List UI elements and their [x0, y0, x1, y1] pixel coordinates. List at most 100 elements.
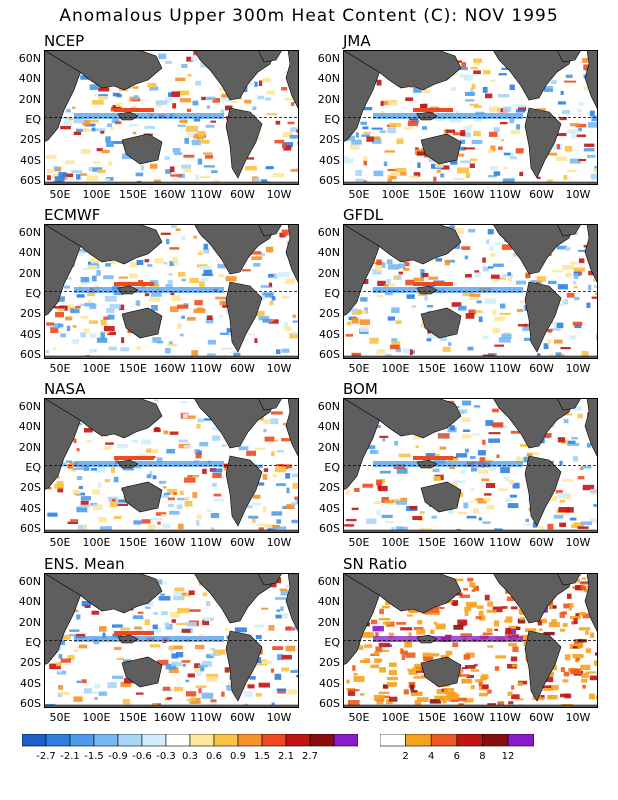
panel-title: NASA — [44, 380, 86, 398]
colorbar-label: 0.3 — [182, 751, 198, 762]
lon-tick-label: 50E — [49, 188, 71, 201]
lat-tick-label: 40N — [317, 72, 340, 86]
lat-tick-label: 20N — [317, 615, 340, 629]
lat-tick-label: EQ — [25, 635, 41, 649]
land-mass — [225, 107, 263, 179]
lat-tick-label: 20N — [18, 266, 41, 280]
colorbar-label: -1.5 — [84, 751, 104, 762]
lat-tick-label: 40S — [319, 501, 340, 515]
colorbar-swatch — [117, 733, 143, 747]
lon-tick-label: 60W — [529, 362, 554, 375]
land-mass — [285, 224, 299, 285]
lon-tick-label: 110W — [489, 188, 521, 201]
land-mass — [556, 573, 582, 586]
land-mass — [225, 281, 263, 353]
land-mass — [117, 285, 139, 295]
panel-title: GFDL — [343, 206, 384, 224]
colorbar-swatch — [165, 733, 191, 747]
land-mass — [257, 50, 283, 63]
colorbar-swatch — [405, 733, 432, 747]
ocean-map — [44, 573, 299, 708]
panel-title: NCEP — [44, 32, 85, 50]
lon-tick-label: 150E — [119, 711, 147, 724]
lon-tick-label: 10W — [565, 362, 591, 375]
ocean-map — [44, 398, 299, 533]
map-panel: GFDL 60N 40N 20N EQ 20S 40S 60S 50E 100E 150E 160W 1… — [318, 206, 618, 396]
lon-tick-label: 50E — [348, 536, 370, 549]
colorbar-label: -2.7 — [36, 751, 56, 762]
lat-tick-label: EQ — [324, 460, 340, 474]
colorbar-swatch — [456, 733, 483, 747]
ocean-map — [343, 224, 598, 359]
lon-tick-label: 100E — [82, 711, 111, 724]
lon-tick-label: 160W — [153, 362, 186, 375]
colorbar-label: 6 — [453, 751, 460, 762]
land-mass — [343, 573, 462, 614]
lon-tick-label: 110W — [190, 362, 222, 375]
land-mass — [117, 634, 139, 644]
lat-tick-label: 40N — [18, 246, 41, 260]
map-panel: NASA 60N 40N 20N EQ 20S 40S 60S 50E 100E 150E 160W 1… — [19, 380, 344, 570]
lat-tick-label: 40S — [319, 327, 340, 341]
lat-tick-label: 40S — [319, 676, 340, 690]
lon-tick-label: 60W — [529, 188, 554, 201]
land-mass — [420, 307, 462, 339]
land-mass — [420, 656, 462, 688]
colorbar-label: -0.6 — [132, 751, 152, 762]
lat-tick-label: 20N — [317, 440, 340, 454]
anomaly-colorbar-swatches — [21, 733, 359, 747]
lon-tick-label: 60W — [230, 711, 255, 724]
colorbar-label: 0.6 — [206, 751, 222, 762]
map-panel: BOM 60N 40N 20N EQ 20S 40S 60S 50E 100E 150E 160W 11… — [318, 380, 618, 570]
lon-tick-label: 110W — [489, 711, 521, 724]
lat-tick-label: 40N — [317, 246, 340, 260]
land-mass — [44, 50, 163, 91]
lat-tick-label: 60N — [18, 226, 41, 239]
colorbar-swatch — [482, 733, 509, 747]
ocean-map — [44, 224, 299, 359]
colorbar-swatch — [261, 733, 287, 747]
lon-tick-label: 150E — [119, 188, 147, 201]
lon-tick-label: 110W — [190, 536, 222, 549]
lon-tick-label: 150E — [418, 711, 446, 724]
land-mass — [285, 50, 299, 111]
lon-tick-label: 60W — [230, 536, 255, 549]
lon-tick-label: 50E — [49, 536, 71, 549]
snr-colorbar-swatches — [379, 733, 534, 747]
lat-tick-label: 60N — [18, 52, 41, 65]
land-mass — [524, 455, 562, 527]
lat-tick-label: 60N — [18, 575, 41, 588]
lat-tick-label: 20S — [319, 307, 340, 321]
lat-tick-label: 60S — [319, 347, 340, 361]
land-mass — [416, 285, 438, 295]
land-mass — [44, 573, 163, 614]
land-mass — [225, 455, 263, 527]
lon-tick-label: 160W — [452, 188, 485, 201]
lon-tick-label: 100E — [82, 188, 111, 201]
lat-tick-label: 40N — [18, 420, 41, 434]
lon-tick-label: 100E — [381, 711, 410, 724]
colorbar-swatch — [285, 733, 311, 747]
lon-tick-label: 160W — [153, 536, 186, 549]
land-mass — [416, 459, 438, 469]
lon-tick-label: 150E — [418, 536, 446, 549]
lat-tick-label: 20N — [18, 440, 41, 454]
lon-tick-label: 160W — [153, 711, 186, 724]
lon-tick-label: 60W — [529, 711, 554, 724]
lon-tick-label: 10W — [565, 188, 591, 201]
lon-tick-label: 150E — [119, 362, 147, 375]
lat-tick-label: 40S — [20, 501, 41, 515]
land-mass — [416, 111, 438, 121]
colorbar-swatch — [379, 733, 406, 747]
lon-tick-label: 100E — [82, 362, 111, 375]
land-mass — [343, 50, 462, 91]
colorbar-swatch — [21, 733, 47, 747]
lon-tick-label: 150E — [418, 188, 446, 201]
lon-tick-label: 100E — [381, 188, 410, 201]
panel-title: ENS. Mean — [44, 555, 125, 573]
land-mass — [285, 398, 299, 459]
lat-tick-label: 40N — [317, 595, 340, 609]
map-panel: JMA 60N 40N 20N EQ 20S 40S 60S 50E 100E 150E 160W 11… — [318, 32, 618, 222]
land-mass — [556, 50, 582, 63]
panel-title: ECMWF — [44, 206, 101, 224]
